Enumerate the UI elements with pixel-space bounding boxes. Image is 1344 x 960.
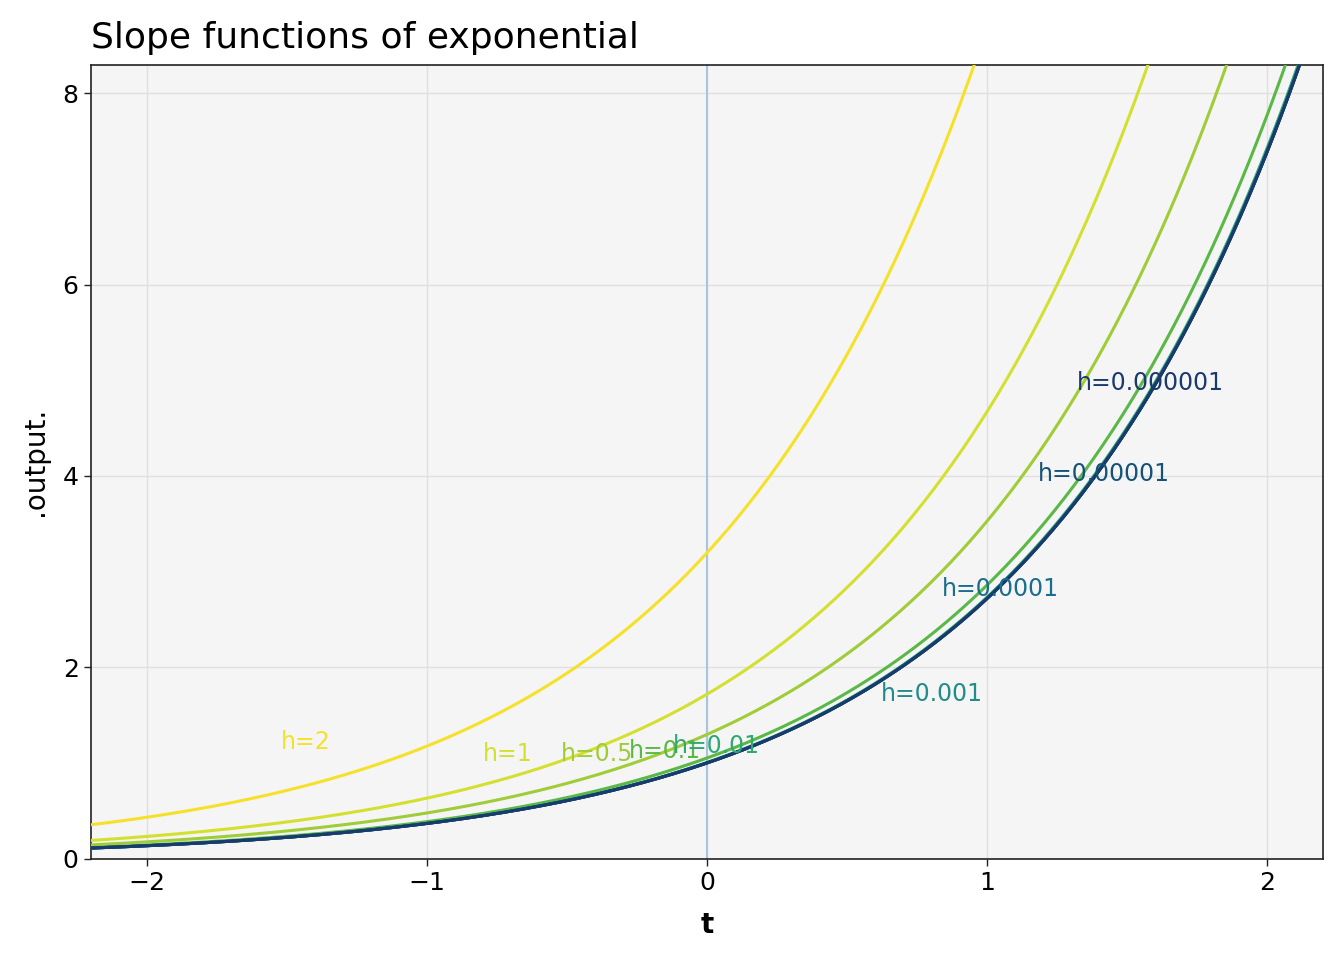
Text: h=0.000001: h=0.000001 (1077, 371, 1223, 395)
Text: h=0.00001: h=0.00001 (1038, 462, 1169, 486)
Text: h=1: h=1 (482, 742, 532, 766)
X-axis label: t: t (700, 911, 714, 939)
Text: h=0.0001: h=0.0001 (942, 577, 1059, 601)
Text: h=2: h=2 (281, 730, 331, 754)
Text: Slope functions of exponential: Slope functions of exponential (90, 21, 638, 55)
Text: h=0.5: h=0.5 (562, 742, 633, 766)
Text: h=0.1: h=0.1 (629, 739, 700, 763)
Y-axis label: .output.: .output. (22, 407, 48, 516)
Text: h=0.001: h=0.001 (880, 682, 982, 706)
Text: h=0.01: h=0.01 (673, 734, 761, 758)
